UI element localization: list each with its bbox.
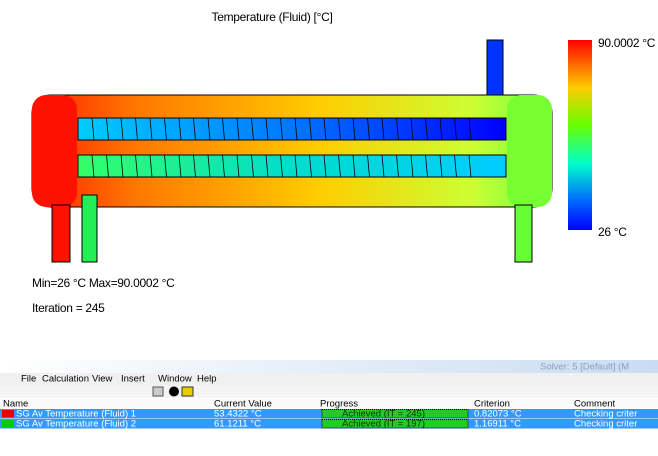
window-title: Solver: 5 [Default] (M [540,362,629,373]
cell: 61.1211 °C [214,419,261,430]
iteration: Iteration = 245 [32,301,105,315]
tool-button[interactable] [169,387,179,397]
color-bar [568,40,592,230]
result-plot: Temperature (Fluid) [°C] 90.0002 °C 26 °… [32,10,656,315]
cell: 1.16911 °C [474,419,521,430]
row-swatch [2,420,14,428]
pipe [515,205,532,262]
pipe [82,195,97,262]
menu-item[interactable]: Window [158,374,192,385]
min-max: Min=26 °C Max=90.0002 °C [32,276,175,290]
menu-item[interactable]: File [21,374,36,385]
cell: Achieved (IT = 197) [342,419,425,430]
cell: Checking criter [574,419,637,430]
legend-max: 90.0002 °C [598,36,656,50]
legend-min: 26 °C [598,225,627,239]
menu-item[interactable]: Calculation [42,374,89,385]
left-head [32,95,77,207]
cell: SG Av Temperature (Fluid) 2 [16,419,136,430]
tool-button[interactable] [182,387,193,396]
toolbar [0,385,658,398]
screen: Temperature (Fluid) [°C] 90.0002 °C 26 °… [0,0,658,451]
menu-item[interactable]: View [92,374,113,385]
plot-title: Temperature (Fluid) [°C] [212,10,333,24]
inlet-pipe [52,205,70,262]
shell [32,95,552,207]
tool-button[interactable] [153,387,163,396]
menu-item[interactable]: Insert [121,374,145,385]
outlet-pipe [487,40,503,100]
right-head [507,95,552,207]
menu-item[interactable]: Help [197,374,217,385]
row-swatch [2,410,14,418]
